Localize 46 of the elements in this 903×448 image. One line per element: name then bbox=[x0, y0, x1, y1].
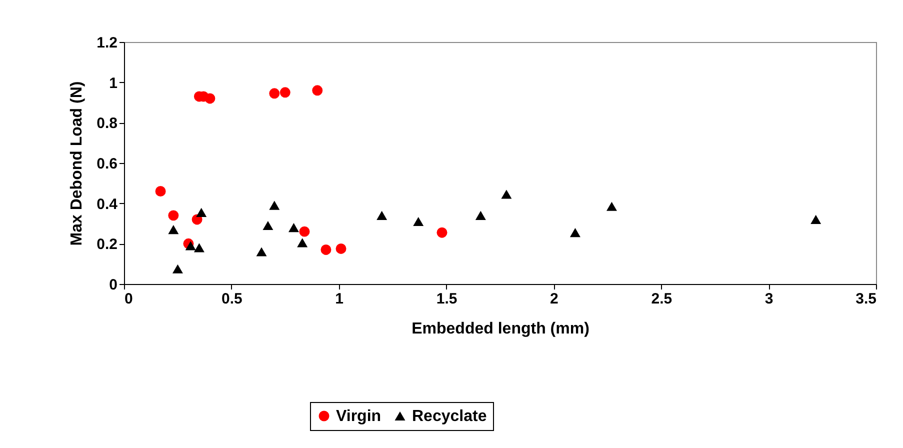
point bbox=[269, 200, 280, 210]
point bbox=[299, 226, 310, 237]
point bbox=[501, 190, 512, 199]
point bbox=[606, 202, 617, 211]
point bbox=[288, 222, 299, 232]
x-tick-label: 2 bbox=[550, 290, 558, 308]
point bbox=[172, 264, 183, 274]
x-tick-label: 0 bbox=[124, 290, 133, 308]
point bbox=[280, 87, 290, 98]
x-tick-label: 2.5 bbox=[651, 290, 672, 308]
point bbox=[312, 85, 323, 96]
point bbox=[185, 241, 196, 250]
point bbox=[436, 227, 448, 238]
point bbox=[168, 225, 179, 234]
point bbox=[570, 228, 580, 238]
point bbox=[262, 220, 274, 230]
x-axis-title: Embedded length (mm) bbox=[412, 320, 590, 338]
point bbox=[336, 243, 346, 254]
point bbox=[196, 208, 207, 217]
x-tick-label: 3.5 bbox=[856, 290, 876, 308]
x-tick-label: 1 bbox=[335, 290, 344, 308]
y-tick-label: 1.2 bbox=[96, 34, 118, 52]
point bbox=[810, 214, 822, 224]
point bbox=[168, 210, 179, 221]
x-tick-label: 3 bbox=[764, 290, 774, 308]
y-tick-label: 1 bbox=[109, 74, 118, 92]
point bbox=[204, 93, 216, 104]
legend-label: Recyclate bbox=[412, 408, 487, 425]
point bbox=[320, 244, 332, 255]
x-tick-label: 1.5 bbox=[436, 290, 458, 308]
x-tick-label: 0.5 bbox=[222, 290, 242, 308]
point bbox=[256, 247, 267, 256]
point bbox=[475, 210, 486, 220]
point bbox=[269, 88, 280, 99]
y-tick-label: 0.8 bbox=[96, 115, 118, 132]
point bbox=[194, 243, 204, 252]
y-tick-label: 0.2 bbox=[96, 236, 118, 254]
point bbox=[413, 216, 424, 226]
y-tick-label: 0.6 bbox=[96, 156, 118, 172]
legend-label: Virgin bbox=[336, 408, 382, 425]
point bbox=[155, 186, 166, 196]
y-tick-label: 0.4 bbox=[96, 196, 118, 213]
y-axis-title: Max Debond Load (N) bbox=[68, 81, 86, 246]
point bbox=[376, 210, 388, 220]
point bbox=[297, 238, 308, 248]
y-tick-label: 0 bbox=[109, 276, 118, 294]
